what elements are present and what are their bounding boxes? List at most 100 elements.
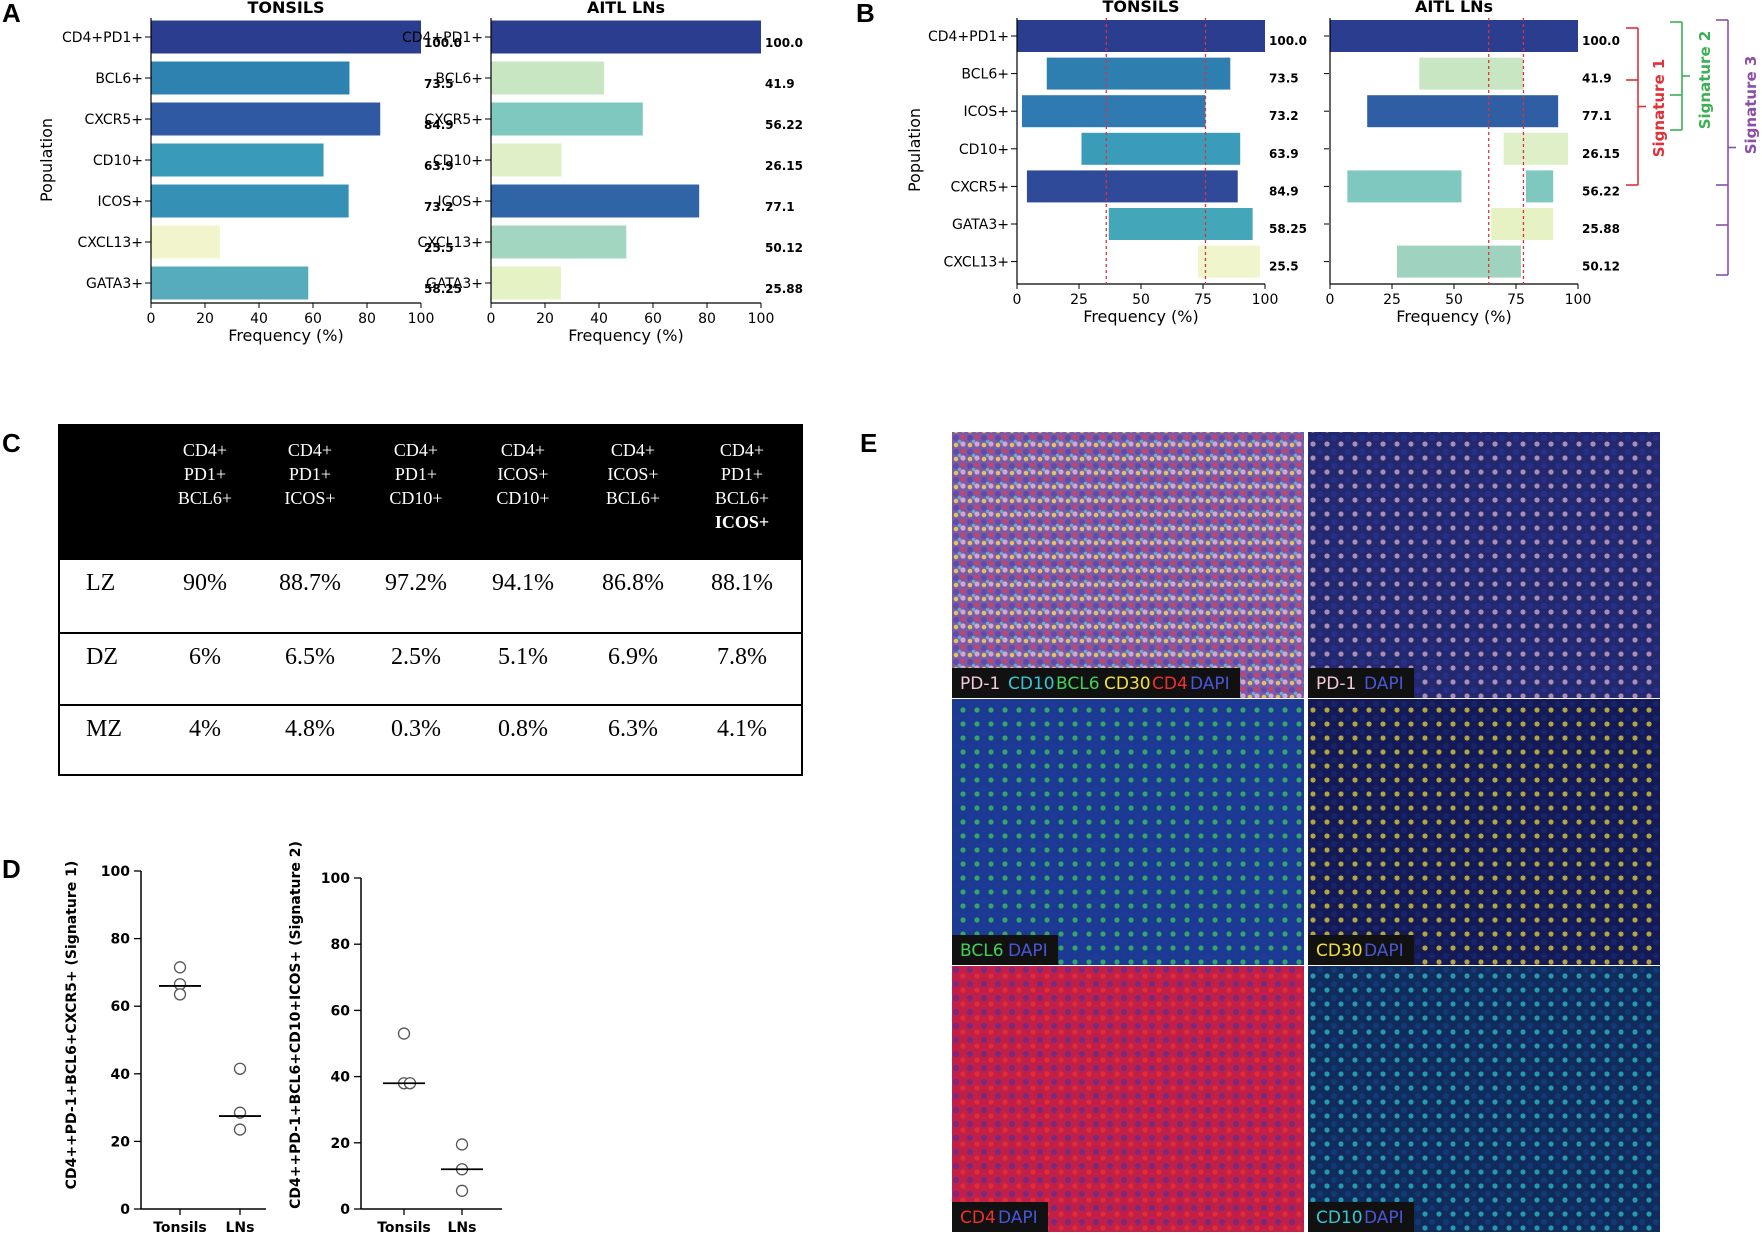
y-tick-label: CXCL13+ [418, 235, 483, 251]
stain-label: BCL6 [960, 941, 1004, 961]
y-tick-label: BCL6+ [435, 71, 483, 87]
table-row: DZ 6% 6.5% 2.5% 5.1% 6.9% 7.8% [60, 632, 801, 706]
table-cell: 4% [189, 716, 221, 742]
x-tick-label: 100 [1252, 292, 1279, 308]
stain-label: CD4 [960, 1208, 996, 1228]
x-tick-label: LNs [448, 1220, 477, 1235]
data-label: 73.5 [1269, 72, 1299, 86]
table-header: CD4+ PD1+ BCL6+ CD4+ PD1+ ICOS+ CD4+ PD1+ CD10+ C… [60, 426, 801, 560]
bar [1026, 170, 1238, 203]
signature-label: Signature 3 [1742, 56, 1760, 155]
x-tick-label: 60 [644, 311, 662, 327]
data-label: 100.0 [1269, 34, 1307, 48]
data-point [455, 1138, 469, 1151]
y-tick-label: CD10+ [959, 142, 1009, 158]
chart-D-sig1: 0 20 40 60 80 100 Tonsils LNs CD4++PD-1+BCL6+CXC… [64, 861, 266, 1235]
x-axis-label: Frequency (%) [1396, 307, 1511, 326]
chart-B-aitl: AITL LNs 100.0 41.9 77.1 26.15 56.22 25.88 50.1… [1324, 0, 1620, 326]
x-tick-label: Tonsils [153, 1220, 207, 1235]
chart-B-tonsils: TONSILS CD4+PD1+ 100.0 BCL6+ 73.5 ICOS+ 73.2 CD… [905, 0, 1307, 326]
bar [491, 61, 605, 95]
table-cell: 6% [189, 644, 221, 670]
microscopy-image: BCL6 DAPI [952, 699, 1304, 965]
x-tick-label: 60 [304, 311, 322, 327]
table-cell: 5.1% [498, 644, 548, 670]
x-tick-label: 20 [196, 311, 214, 327]
data-label: 100.0 [424, 36, 462, 50]
header-marker: CD10+ [389, 488, 443, 508]
stain-label: CD30 [1104, 674, 1151, 694]
microscopy-image: CD4 DAPI [952, 966, 1304, 1232]
y-tick-label: 0 [340, 1202, 350, 1218]
zone-distribution-table: CD4+ PD1+ BCL6+ CD4+ PD1+ ICOS+ CD4+ PD1+ CD10+ C… [58, 424, 803, 776]
data-label: 58.25 [424, 282, 462, 296]
header-marker: BCL6+ [605, 488, 661, 508]
table-cell: 7.8% [717, 644, 767, 670]
bar [1396, 245, 1521, 278]
y-tick-label: GATA3+ [952, 217, 1009, 233]
zone-label: MZ [86, 716, 122, 742]
x-tick-label: 40 [250, 311, 268, 327]
data-label: 41.9 [765, 77, 795, 91]
y-tick-label: ICOS+ [963, 104, 1009, 120]
header-marker: CD4+ [500, 440, 546, 460]
x-tick-label: 0 [147, 311, 156, 327]
table-header-cell: CD4+ PD1+ CD10+ [361, 438, 471, 510]
image-tile [952, 432, 1304, 698]
table-header-cell: CD4+ PD1+ BCL6+ [150, 438, 260, 510]
panel-letter-e: E [860, 428, 878, 458]
data-label: 84.9 [424, 118, 454, 132]
y-axis-label: CD4++PD-1+BCL6+CXCR5+ (Signature 1) [64, 861, 80, 1190]
panel-letter-a: A [2, 0, 21, 28]
y-axis-label: Population [37, 118, 56, 202]
x-tick-label: 50 [1132, 292, 1150, 308]
y-axis-label: CD4++PD-1+BCL6+CD10+ICOS+ (Signature 2) [288, 841, 304, 1209]
y-tick-label: CXCR5+ [425, 112, 484, 128]
data-label: 100.0 [765, 36, 803, 50]
header-marker: PD1+ [183, 464, 227, 484]
bar [1017, 20, 1265, 52]
y-tick-label: CD10+ [433, 153, 483, 169]
chart-title: TONSILS [247, 0, 324, 17]
table-cell: 2.5% [391, 644, 441, 670]
chart-title: TONSILS [1102, 0, 1179, 16]
x-axis-label: Frequency (%) [1083, 307, 1198, 326]
x-tick-label: 0 [487, 311, 496, 327]
y-tick-label: 80 [111, 932, 131, 948]
data-label: 50.12 [765, 241, 803, 255]
stain-legend-box [952, 1202, 1048, 1232]
stain-legend-box [1308, 1202, 1414, 1232]
y-tick-label: 60 [111, 999, 131, 1015]
table-cell: 0.8% [498, 716, 548, 742]
y-axis-label: Population [905, 108, 924, 192]
bar [1046, 57, 1231, 90]
data-label: 73.5 [424, 77, 454, 91]
header-marker: BCL6+ [714, 488, 770, 508]
bar [491, 225, 627, 259]
table-header-cell: CD4+ ICOS+ BCL6+ [578, 438, 688, 510]
header-marker: CD4+ [719, 440, 765, 460]
microscopy-image: CD10 DAPI [1308, 966, 1660, 1232]
bar [1525, 170, 1554, 203]
bar [1198, 245, 1261, 278]
data-label: 77.1 [1582, 109, 1612, 123]
bar [1419, 57, 1524, 90]
image-tile [952, 699, 1304, 965]
stain-label: DAPI [1190, 674, 1230, 694]
data-label: 50.12 [1582, 260, 1620, 274]
x-axis-label: Frequency (%) [228, 326, 343, 345]
table-cell: 88.7% [279, 570, 341, 596]
x-tick-label: 50 [1445, 292, 1463, 308]
signature-bracket: Signature 2 [1670, 21, 1714, 131]
x-tick-label: Tonsils [377, 1220, 431, 1235]
x-tick-label: 0 [1013, 292, 1022, 308]
image-tile [1308, 432, 1660, 698]
y-tick-label: 40 [111, 1067, 131, 1083]
zone-label: DZ [86, 644, 118, 670]
data-label: 63.9 [1269, 147, 1299, 161]
microscopy-image: CD30 DAPI [1308, 699, 1660, 965]
stain-label: CD10 [1316, 1208, 1363, 1228]
x-axis-label: Frequency (%) [568, 326, 683, 345]
signature-bracket: Signature 1 [1626, 27, 1668, 186]
data-label: 25.5 [424, 241, 454, 255]
